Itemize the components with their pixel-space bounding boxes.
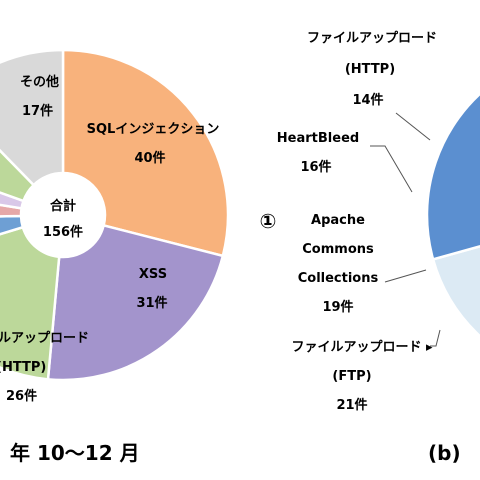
label-r-file-upload-http-line1: ファイルアップロード <box>307 31 437 46</box>
donut-slice-0 <box>431 244 480 338</box>
label-r-file-upload-http-line2: (HTTP) <box>345 62 395 77</box>
label-apache-line3: Collections <box>298 271 379 286</box>
label-apache-line2: Commons <box>302 242 374 257</box>
value-heartbleed: 16件 <box>300 159 331 175</box>
label-file-upload-ftp-line2: (FTP) <box>332 369 371 384</box>
label-xss: XSS <box>139 267 167 282</box>
donut-slice-6 <box>0 148 36 203</box>
donut-center-left <box>21 173 105 257</box>
caption-left: 年 10～12 月 <box>10 441 140 465</box>
total-value: 156件 <box>43 224 83 240</box>
label-file-upload-ftp-line1: ファイルアップロード ▸ <box>291 340 433 355</box>
label-heartbleed: HeartBleed <box>277 131 359 146</box>
value-sql-injection: 40件 <box>134 150 165 166</box>
leader-line-apache <box>384 269 427 283</box>
leader-line-heartbleed <box>370 145 413 193</box>
caption-right: (b) <box>428 441 461 465</box>
value-file-upload-ftp: 21件 <box>336 397 367 413</box>
circle-marker: ① <box>260 209 277 233</box>
donut-slice-1 <box>425 92 480 261</box>
value-other: 17件 <box>22 103 53 119</box>
total-label: 合計 <box>50 198 76 214</box>
value-r-file-upload-http: 14件 <box>352 92 383 108</box>
leader-line-ftp <box>430 329 441 347</box>
value-xss: 31件 <box>136 295 167 311</box>
label-file-upload-http-line2: (HTTP) <box>0 360 46 375</box>
donut-chart-right <box>425 92 480 338</box>
label-sql-injection: SQLインジェクション <box>87 122 220 137</box>
value-file-upload-http: 26件 <box>6 388 37 404</box>
value-apache: 19件 <box>322 299 353 315</box>
label-file-upload-http-line1: ルアップロード <box>0 331 89 346</box>
label-apache-line1: Apache <box>311 213 365 228</box>
leader-line-http <box>395 112 431 141</box>
leader-lines <box>370 112 441 347</box>
label-other: その他 <box>20 74 59 90</box>
